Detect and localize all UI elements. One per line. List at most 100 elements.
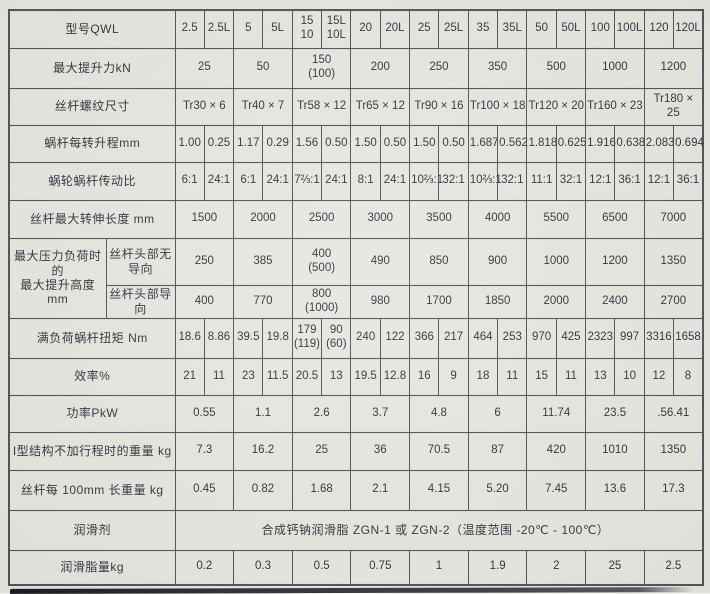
cell-worm-lift-per-rev-14: 1.916 (585, 124, 616, 163)
cell-efficiency-9: 9 (438, 357, 469, 396)
cell-efficiency-0: 21 (174, 357, 205, 396)
cell-worm-lift-per-rev-2: 1.17 (233, 124, 264, 163)
cell-model-3: 5L (262, 9, 293, 49)
cell-worm-gear-ratio-7: 24:1 (379, 161, 411, 201)
cell-model-0: 2.5 (174, 9, 205, 49)
cell-efficiency-15: 10 (614, 357, 645, 396)
cell-model-2: 5 (233, 9, 264, 49)
cell-screw-head-guided-7: 2400 (585, 284, 645, 319)
cell-screw-thread-size-1: Tr40 × 7 (233, 87, 293, 126)
cell-max-lift-force-8: 1200 (643, 47, 704, 89)
table-row-screw-weight-per-100mm: 丝杆每 100mm 长重量 kg 0.45 0.82 1.68 2.1 4.15 5.20 7… (8, 469, 704, 511)
cell-max-lift-force-5: 350 (467, 47, 528, 89)
cell-grease-amount-5: 1.9 (467, 549, 528, 586)
table-row-screw-head-guided: 丝杆头部导向 400 770 800 (1000) 980 1700 1850 2000 240… (9, 284, 704, 319)
cell-worm-lift-per-rev-10: 1.687 (467, 124, 499, 163)
cell-full-load-worm-torque-7: 122 (379, 317, 411, 359)
cell-grease-amount-8: 2.5 (643, 549, 704, 586)
cell-full-load-worm-torque-3: 19.8 (262, 317, 293, 359)
cell-worm-lift-per-rev-12: 1.818 (526, 124, 557, 163)
spec-table: 型号QWL 2.5 2.5L 5 5L 15 10 15L 10L 20 20L 25 25L 35 3… (8, 9, 704, 586)
cell-screw-weight-per-100mm-4: 4.15 (409, 469, 469, 511)
cell-max-screw-extend-length-6: 5500 (526, 199, 587, 239)
cell-efficiency-11: 11 (497, 357, 528, 396)
cell-type1-weight-no-stroke-7: 1010 (585, 431, 645, 471)
table-row-lubricant: 润滑剂 合成钙钠润滑脂 ZGN-1 或 ZGN-2（温度范围 -20℃ - 100… (8, 509, 704, 551)
cell-efficiency-8: 16 (409, 357, 440, 396)
cell-worm-gear-ratio-5: 24:1 (321, 161, 352, 201)
cell-worm-lift-per-rev-1: 0.25 (203, 124, 235, 163)
cell-screw-head-guided-4: 1700 (409, 284, 469, 319)
cell-screw-head-guided-5: 1850 (467, 284, 528, 319)
cell-worm-gear-ratio-9: 32:1 (438, 161, 469, 201)
row-label-power: 功率PkW (8, 394, 176, 433)
cell-screw-head-unguided-4: 850 (409, 237, 469, 286)
cell-model-6: 20 (350, 9, 381, 49)
cell-screw-thread-size-3: Tr65 × 12 (350, 87, 411, 126)
cell-worm-lift-per-rev-4: 1.56 (291, 124, 323, 163)
cell-full-load-worm-torque-0: 18.6 (174, 317, 205, 359)
cell-worm-gear-ratio-6: 8:1 (350, 161, 381, 201)
cell-power-1: 1.1 (233, 394, 293, 433)
cell-screw-head-guided-1: 770 (233, 284, 293, 319)
cell-full-load-worm-torque-10: 464 (467, 317, 499, 359)
cell-model-15: 100L (614, 9, 645, 49)
cell-full-load-worm-torque-16: 3316 (643, 317, 675, 359)
cell-screw-weight-per-100mm-6: 7.45 (526, 469, 587, 511)
cell-full-load-worm-torque-17: 1658 (673, 317, 704, 359)
cell-worm-lift-per-rev-11: 0.562 (497, 124, 528, 163)
cell-worm-lift-per-rev-8: 1.50 (409, 124, 440, 163)
cell-efficiency-2: 23 (233, 357, 264, 396)
cell-worm-lift-per-rev-5: 0.50 (321, 124, 352, 163)
cell-grease-amount-4: 1 (409, 549, 469, 586)
cell-screw-weight-per-100mm-8: 17.3 (643, 469, 704, 511)
cell-worm-lift-per-rev-16: 2.083 (643, 124, 675, 163)
cell-screw-head-unguided-7: 1200 (585, 237, 645, 286)
row-sublabel-screw-head-unguided: 丝杆头部无导向 (105, 237, 176, 286)
row-label-worm-lift-per-rev: 蜗杆每转升程mm (8, 124, 176, 163)
cell-efficiency-4: 20.5 (291, 357, 323, 396)
cell-screw-head-unguided-1: 385 (233, 237, 293, 286)
cell-worm-lift-per-rev-13: 0.625 (555, 124, 587, 163)
cell-full-load-worm-torque-15: 997 (614, 317, 645, 359)
row-sublabel-screw-head-guided: 丝杆头部导向 (105, 284, 176, 319)
cell-grease-amount-6: 2 (526, 549, 587, 586)
row-label-model: 型号QWL (8, 9, 176, 49)
cell-type1-weight-no-stroke-0: 7.3 (174, 431, 235, 471)
cell-full-load-worm-torque-1: 8.86 (203, 317, 235, 359)
table-row-type1-weight-no-stroke: I型结构不加行程时的重量 kg 7.3 16.2 25 36 70.5 87 420 1010 1… (8, 431, 704, 471)
cell-worm-gear-ratio-1: 24:1 (203, 161, 235, 201)
cell-max-lift-force-1: 50 (233, 47, 293, 89)
cell-max-screw-extend-length-0: 1500 (174, 199, 235, 239)
cell-max-lift-force-7: 1000 (585, 47, 645, 89)
table-row-screw-head-unguided: 最大压力负荷时的 最大提升高度mm 丝杆头部无导向 250 385 400 (500) 4… (8, 237, 704, 319)
row-label-grease-amount: 润滑脂量kg (8, 549, 176, 586)
cell-power-8: .56.41 (643, 394, 704, 433)
cell-efficiency-5: 13 (321, 357, 352, 396)
cell-efficiency-17: 8 (673, 357, 704, 396)
cell-full-load-worm-torque-13: 425 (555, 317, 587, 359)
cell-full-load-worm-torque-9: 217 (438, 317, 469, 359)
cell-power-6: 11.74 (526, 394, 587, 433)
cell-full-load-worm-torque-4: 179 (119) (291, 317, 323, 359)
cell-screw-weight-per-100mm-7: 13.6 (585, 469, 645, 511)
cell-worm-lift-per-rev-7: 0.50 (379, 124, 411, 163)
cell-lubricant: 合成钙钠润滑脂 ZGN-1 或 ZGN-2（温度范围 -20℃ - 100℃） (174, 509, 704, 551)
cell-power-3: 3.7 (350, 394, 411, 433)
cell-screw-weight-per-100mm-0: 0.45 (174, 469, 235, 511)
cell-full-load-worm-torque-2: 39.5 (233, 317, 264, 359)
cell-worm-gear-ratio-11: 32:1 (497, 161, 528, 201)
cell-max-screw-extend-length-4: 3500 (409, 199, 469, 239)
cell-worm-gear-ratio-8: 10⅔:1 (409, 161, 443, 201)
cell-screw-head-unguided-3: 490 (350, 237, 411, 286)
cell-power-7: 23.5 (585, 394, 645, 433)
cell-worm-gear-ratio-0: 6:1 (174, 161, 205, 201)
cell-worm-gear-ratio-3: 24:1 (262, 161, 293, 201)
cell-full-load-worm-torque-11: 253 (497, 317, 528, 359)
cell-type1-weight-no-stroke-6: 420 (526, 431, 587, 471)
cell-full-load-worm-torque-14: 2323 (585, 317, 616, 359)
cell-screw-head-guided-3: 980 (350, 284, 411, 319)
cell-worm-lift-per-rev-3: 0.29 (262, 124, 293, 163)
cell-efficiency-3: 11.5 (262, 357, 293, 396)
cell-grease-amount-1: 0.3 (233, 549, 293, 586)
